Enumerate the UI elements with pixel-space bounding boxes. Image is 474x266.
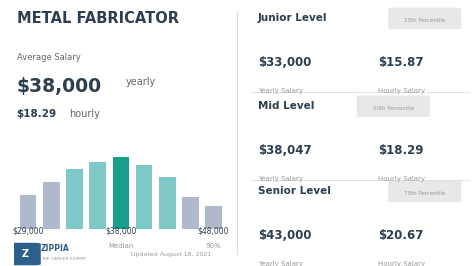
Text: Yearly Salary: Yearly Salary <box>258 176 303 182</box>
Text: Median: Median <box>108 243 134 250</box>
Text: $38,000: $38,000 <box>17 77 102 96</box>
FancyBboxPatch shape <box>388 181 461 202</box>
Text: hourly: hourly <box>69 109 100 119</box>
Text: Hourly Salary: Hourly Salary <box>378 88 425 94</box>
Bar <box>43 182 60 229</box>
Text: $20.67: $20.67 <box>378 229 423 242</box>
Bar <box>20 194 36 229</box>
Text: METAL FABRICATOR: METAL FABRICATOR <box>17 11 179 26</box>
Bar <box>89 162 106 229</box>
Bar <box>182 197 199 229</box>
Text: Senior Level: Senior Level <box>258 186 331 196</box>
Text: 10%: 10% <box>20 243 36 250</box>
Text: $43,000: $43,000 <box>258 229 311 242</box>
Bar <box>66 169 83 229</box>
Text: $38,000: $38,000 <box>105 227 137 236</box>
Text: $48,000: $48,000 <box>198 227 229 236</box>
Text: THE CAREER EXPERT: THE CAREER EXPERT <box>41 257 86 261</box>
Text: 75th Percentile: 75th Percentile <box>404 191 446 196</box>
Text: Average Salary: Average Salary <box>17 53 80 62</box>
Bar <box>136 165 153 229</box>
Text: Mid Level: Mid Level <box>258 101 314 111</box>
Text: yearly: yearly <box>126 77 156 87</box>
Text: Yearly Salary: Yearly Salary <box>258 261 303 266</box>
Text: Updated August 18, 2021: Updated August 18, 2021 <box>130 252 211 256</box>
Text: Junior Level: Junior Level <box>258 13 327 23</box>
Text: Z: Z <box>21 249 28 259</box>
Text: $18.29: $18.29 <box>378 144 423 157</box>
Text: $29,000: $29,000 <box>12 227 44 236</box>
FancyBboxPatch shape <box>9 243 41 265</box>
Text: $18.29: $18.29 <box>17 109 57 119</box>
Text: 90%: 90% <box>206 243 221 250</box>
Bar <box>112 157 129 229</box>
Text: 50th Percentile: 50th Percentile <box>373 106 414 111</box>
FancyBboxPatch shape <box>357 95 430 117</box>
Text: ZIPPIA: ZIPPIA <box>41 244 70 253</box>
Bar <box>205 206 222 229</box>
Text: Yearly Salary: Yearly Salary <box>258 88 303 94</box>
Text: $33,000: $33,000 <box>258 56 311 69</box>
Bar <box>159 177 175 229</box>
Text: 25th Percentile: 25th Percentile <box>404 18 446 23</box>
Text: Hourly Salary: Hourly Salary <box>378 176 425 182</box>
Text: $38,047: $38,047 <box>258 144 311 157</box>
Text: Hourly Salary: Hourly Salary <box>378 261 425 266</box>
Text: $15.87: $15.87 <box>378 56 423 69</box>
FancyBboxPatch shape <box>388 8 461 29</box>
